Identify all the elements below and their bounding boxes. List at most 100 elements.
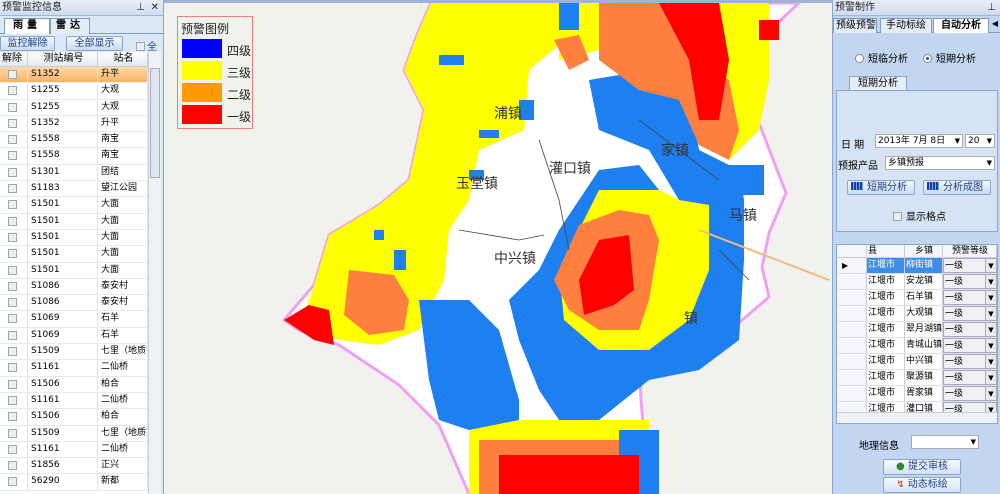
release-checkbox[interactable] bbox=[8, 232, 17, 242]
horizontal-scrollbar[interactable] bbox=[837, 412, 997, 423]
release-checkbox[interactable] bbox=[8, 314, 17, 324]
tab-radar[interactable]: 雷达 bbox=[50, 18, 90, 34]
table-row[interactable]: 江堰市 中兴镇 一级 ▼ bbox=[837, 354, 997, 370]
dynamic-plot-button[interactable]: ↯ 动态标绘 bbox=[883, 477, 961, 493]
release-monitor-button[interactable]: 监控解除 bbox=[0, 36, 55, 51]
table-row[interactable]: 江堰市 胥家镇 一级 ▼ bbox=[837, 386, 997, 402]
level-select[interactable]: 一级 ▼ bbox=[943, 322, 997, 337]
release-checkbox[interactable] bbox=[8, 249, 17, 259]
tab-scroll-left-icon[interactable]: ◀ bbox=[991, 19, 998, 28]
table-row[interactable]: S1255 大观 bbox=[0, 99, 148, 116]
release-checkbox[interactable] bbox=[8, 461, 17, 471]
table-row[interactable]: S1161 二仙桥 bbox=[0, 360, 148, 377]
release-checkbox[interactable] bbox=[8, 135, 17, 145]
select-all-checkbox[interactable]: 全 bbox=[136, 38, 157, 53]
release-checkbox[interactable] bbox=[8, 265, 17, 275]
row-selector[interactable] bbox=[837, 290, 867, 305]
table-row[interactable]: S1856 正兴 bbox=[0, 458, 148, 475]
level-select[interactable]: 一级 ▼ bbox=[943, 386, 997, 401]
pin-icon[interactable]: ⊥ bbox=[136, 2, 145, 13]
scroll-thumb[interactable] bbox=[150, 68, 160, 178]
row-selector[interactable]: ▶ bbox=[837, 258, 867, 273]
release-checkbox[interactable] bbox=[8, 86, 17, 96]
radio-nowcast[interactable]: 短临分析 bbox=[855, 50, 908, 65]
level-select[interactable]: 一级 ▼ bbox=[943, 258, 997, 273]
level-select[interactable]: 一级 ▼ bbox=[943, 370, 997, 385]
table-row[interactable]: 江堰市 大观镇 一级 ▼ bbox=[837, 306, 997, 322]
table-row[interactable]: S1352 升平 bbox=[0, 115, 148, 133]
column-header-level[interactable]: 预警等级 bbox=[943, 245, 997, 257]
level-select[interactable]: 一级 ▼ bbox=[943, 290, 997, 305]
table-row[interactable]: S1506 柏合 bbox=[0, 409, 148, 426]
release-checkbox[interactable] bbox=[8, 281, 17, 291]
column-header-station-id[interactable]: 测站编号 bbox=[28, 52, 98, 66]
table-row[interactable]: S1501 大面 bbox=[0, 229, 148, 247]
release-checkbox[interactable] bbox=[8, 428, 17, 438]
table-row[interactable]: 江堰市 聚源镇 一级 ▼ bbox=[837, 370, 997, 386]
tab-manual-plot[interactable]: 手动标绘 bbox=[880, 18, 932, 33]
release-checkbox[interactable] bbox=[8, 216, 17, 226]
row-selector[interactable] bbox=[837, 370, 867, 385]
date-picker[interactable]: 2013年 7月 8日 ▼ bbox=[875, 134, 963, 148]
release-checkbox[interactable] bbox=[8, 477, 17, 487]
column-header-town[interactable]: 乡镇 bbox=[905, 245, 943, 257]
release-checkbox[interactable] bbox=[8, 184, 17, 194]
release-checkbox[interactable] bbox=[8, 412, 17, 422]
table-row[interactable]: S1255 大观 bbox=[0, 83, 148, 100]
row-selector[interactable] bbox=[837, 338, 867, 353]
table-row[interactable]: S1501 大面 bbox=[0, 213, 148, 230]
table-row[interactable]: ▶ 江堰市 柳街镇 一级 ▼ bbox=[837, 258, 997, 274]
release-checkbox[interactable] bbox=[8, 363, 17, 373]
release-checkbox[interactable] bbox=[8, 298, 17, 308]
release-checkbox[interactable] bbox=[8, 70, 17, 79]
table-row[interactable]: 江堰市 石羊镇 一级 ▼ bbox=[837, 290, 997, 306]
short-term-analysis-button[interactable]: 短期分析 bbox=[847, 180, 915, 195]
release-checkbox[interactable] bbox=[8, 379, 17, 389]
row-selector[interactable] bbox=[837, 386, 867, 401]
table-row[interactable]: 江堰市 安龙镇 一级 ▼ bbox=[837, 274, 997, 290]
release-checkbox[interactable] bbox=[8, 102, 17, 112]
table-row[interactable]: 江堰市 翠月湖镇 一级 ▼ bbox=[837, 322, 997, 338]
table-row[interactable]: S1558 南宝 bbox=[0, 132, 148, 149]
table-row[interactable]: 江堰市 青城山镇 一级 ▼ bbox=[837, 338, 997, 354]
release-checkbox[interactable] bbox=[8, 200, 17, 210]
vertical-scrollbar[interactable] bbox=[148, 52, 161, 494]
level-select[interactable]: 一级 ▼ bbox=[943, 338, 997, 353]
row-selector[interactable] bbox=[837, 354, 867, 369]
table-row[interactable]: S1501 大面 bbox=[0, 262, 148, 279]
release-checkbox[interactable] bbox=[8, 395, 17, 405]
release-checkbox[interactable] bbox=[8, 444, 17, 454]
table-row[interactable]: 56290 新都 bbox=[0, 474, 148, 491]
release-checkbox[interactable] bbox=[8, 167, 17, 177]
product-select[interactable]: 乡镇预报 ▼ bbox=[885, 156, 995, 170]
level-select[interactable]: 一级 ▼ bbox=[943, 274, 997, 289]
table-row[interactable]: S1301 团结 bbox=[0, 164, 148, 182]
column-header-release[interactable]: 解除 bbox=[0, 52, 28, 66]
hour-select[interactable]: 20 ▼ bbox=[965, 134, 995, 148]
geo-info-select[interactable]: ▼ bbox=[911, 435, 979, 449]
submit-review-button[interactable]: ● 提交审核 bbox=[883, 459, 961, 475]
table-row[interactable]: S1352 升平 bbox=[0, 67, 148, 84]
row-selector[interactable] bbox=[837, 322, 867, 337]
radio-short-term[interactable]: 短期分析 bbox=[923, 50, 976, 65]
table-row[interactable]: S1086 泰安村 bbox=[0, 278, 148, 296]
table-row[interactable]: S1558 南宝 bbox=[0, 148, 148, 165]
row-selector[interactable] bbox=[837, 274, 867, 289]
level-select[interactable]: 一级 ▼ bbox=[943, 306, 997, 321]
analysis-chart-button[interactable]: 分析成图 bbox=[923, 180, 991, 195]
close-icon[interactable]: ✕ bbox=[150, 2, 159, 13]
pin-icon[interactable]: ⊥ bbox=[987, 2, 996, 13]
release-checkbox[interactable] bbox=[8, 347, 17, 357]
row-selector[interactable] bbox=[837, 306, 867, 321]
release-checkbox[interactable] bbox=[8, 118, 17, 128]
map-view[interactable]: 预警图例 四级 三级 二级 一级 浦镇 玉堂镇 灌口镇 家镇 中兴镇 马镇镇 bbox=[164, 0, 832, 494]
table-row[interactable]: S1501 大面 bbox=[0, 246, 148, 263]
level-select[interactable]: 一级 ▼ bbox=[943, 354, 997, 369]
tab-rainfall[interactable]: 雨量 bbox=[4, 18, 50, 34]
table-row[interactable]: S1069 石羊 bbox=[0, 327, 148, 345]
table-row[interactable]: S1069 石羊 bbox=[0, 311, 148, 328]
column-header-county[interactable]: 县 bbox=[867, 245, 905, 257]
table-row[interactable]: S1183 望江公园 bbox=[0, 181, 148, 198]
